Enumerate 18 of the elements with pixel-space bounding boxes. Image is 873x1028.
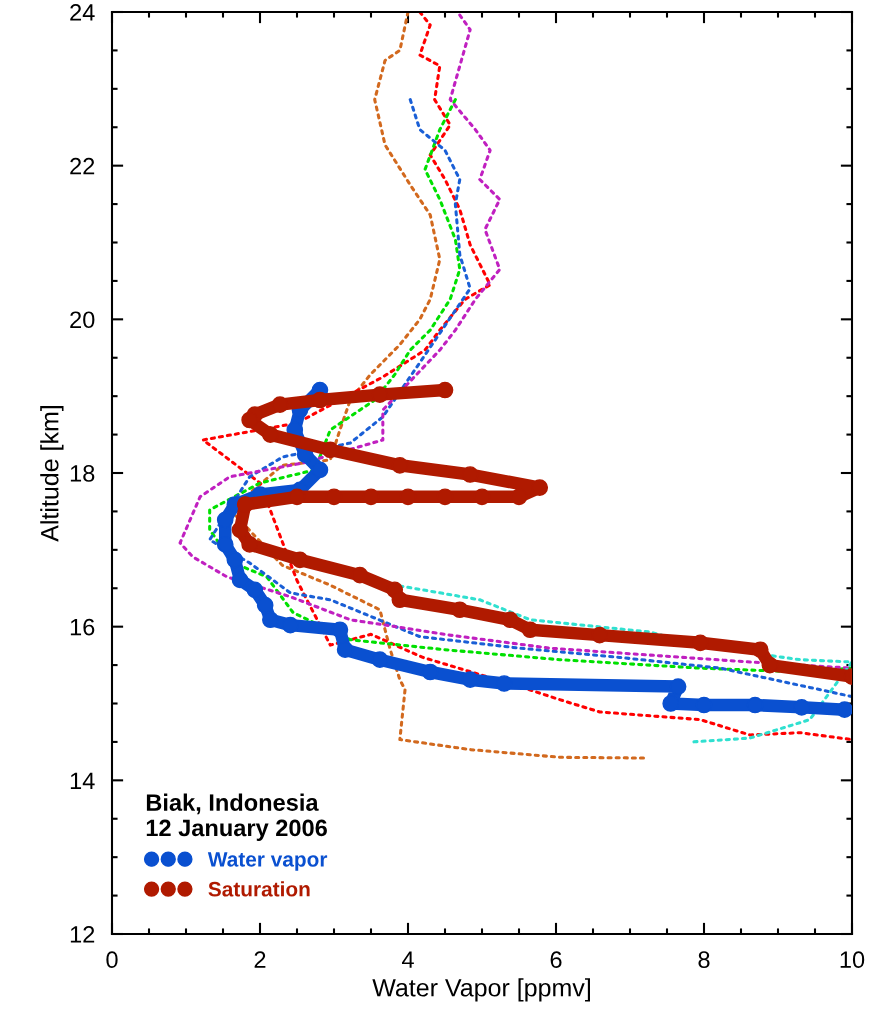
x-axis-title: Water Vapor [ppmv] — [372, 978, 590, 1002]
legend-label: Water vapor — [207, 852, 328, 871]
x-tick-label: 4 — [401, 951, 414, 968]
x-tick-label: 0 — [106, 951, 118, 969]
y-tick-label: 12 — [70, 926, 95, 943]
x-tick-label: 8 — [698, 951, 710, 969]
y-tick-label: 22 — [70, 157, 95, 175]
y-tick-label: 16 — [70, 618, 95, 636]
x-tick-label: 6 — [550, 951, 562, 969]
y-tick-label: 20 — [70, 311, 95, 329]
x-tick-label: 2 — [254, 951, 266, 968]
y-axis-title: Altitude [km] — [40, 406, 64, 542]
y-tick-label: 14 — [70, 772, 95, 789]
y-tick-label: 18 — [70, 465, 95, 482]
legend-label: Saturation — [208, 881, 310, 897]
legend-title: Biak, Indonesia 12 January 2006 — [146, 793, 327, 841]
x-tick-label: 10 — [840, 951, 865, 969]
y-tick-label: 24 — [70, 4, 95, 21]
